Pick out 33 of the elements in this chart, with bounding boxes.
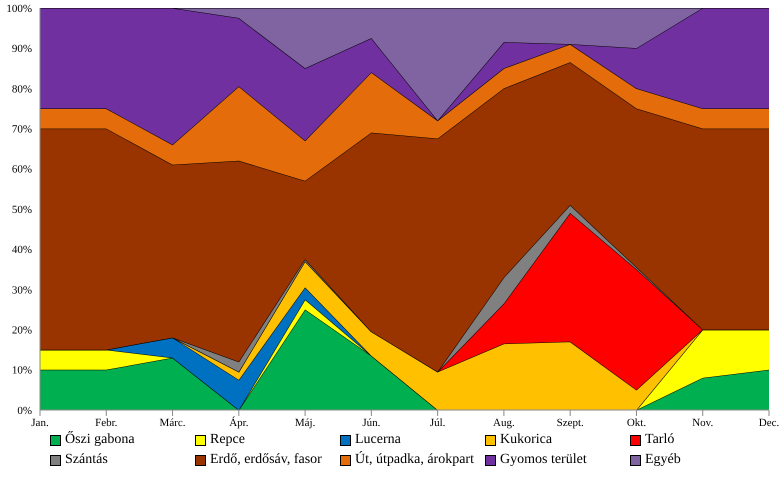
y-tick-label: 10% bbox=[12, 364, 32, 377]
legend-label: Repce bbox=[210, 432, 245, 448]
y-tick-label: 80% bbox=[12, 83, 32, 96]
y-tick-label: 0% bbox=[17, 404, 32, 417]
legend-label: Lucerna bbox=[355, 432, 401, 448]
y-tick-label: 50% bbox=[12, 204, 32, 216]
legend-label: Szántás bbox=[65, 452, 108, 468]
x-tick-label: Máj. bbox=[294, 416, 316, 429]
x-tick-label: Aug. bbox=[493, 416, 515, 429]
legend-label: Egyéb bbox=[645, 452, 681, 468]
y-tick-label: 70% bbox=[12, 124, 32, 136]
x-tick-label: Szept. bbox=[556, 416, 584, 429]
y-tick-label: 100% bbox=[6, 2, 32, 15]
x-tick-label: Júl. bbox=[430, 416, 446, 429]
x-tick-label: Okt. bbox=[626, 416, 646, 429]
x-tick-label: Ápr. bbox=[229, 416, 249, 429]
legend-label: Kukorica bbox=[500, 432, 552, 448]
y-tick-label: 30% bbox=[12, 284, 32, 296]
x-tick-label: Jan. bbox=[31, 416, 49, 429]
x-tick-label: Jún. bbox=[362, 416, 381, 429]
y-tick-label: 20% bbox=[12, 324, 32, 337]
legend-label: Út, útpadka, árokpart bbox=[355, 452, 474, 468]
x-tick-label: Márc. bbox=[160, 416, 186, 429]
x-tick-label: Nov. bbox=[692, 416, 714, 429]
legend-label: Erdő, erdősáv, fasor bbox=[210, 452, 322, 468]
x-tick-label: Febr. bbox=[95, 416, 118, 429]
legend-label: Gyomos terület bbox=[500, 452, 587, 468]
legend-label: Tarló bbox=[645, 432, 674, 448]
y-tick-label: 90% bbox=[12, 43, 32, 56]
x-tick-label: Dec. bbox=[758, 416, 780, 429]
legend-label: Őszi gabona bbox=[65, 432, 135, 448]
y-tick-label: 60% bbox=[12, 164, 32, 176]
y-tick-label: 40% bbox=[12, 244, 32, 256]
